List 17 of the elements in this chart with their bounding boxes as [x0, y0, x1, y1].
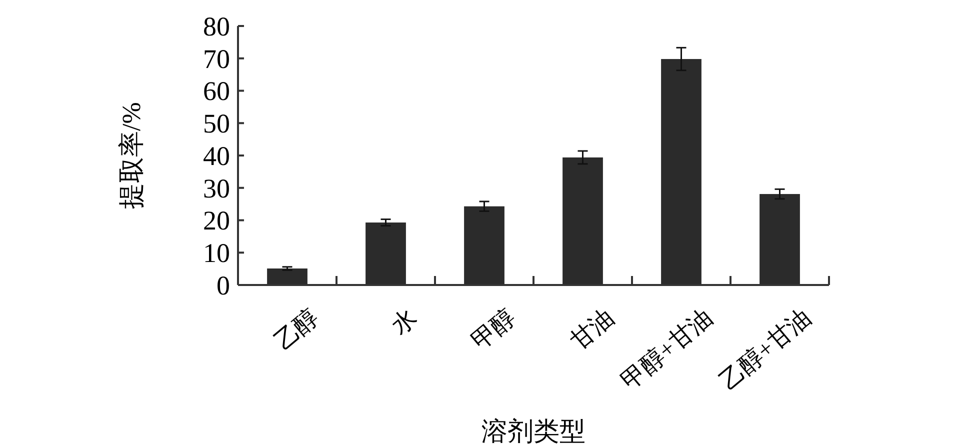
y-tick-label: 40 — [203, 140, 230, 171]
x-tick-label: 乙醇+甘油 — [715, 304, 816, 395]
y-tick-label: 60 — [203, 76, 230, 106]
y-tick-label: 70 — [203, 44, 230, 74]
x-tick-label: 甲醇+甘油 — [616, 304, 718, 395]
x-tick-label: 乙醇 — [270, 304, 324, 356]
y-tick-label: 0 — [216, 270, 230, 300]
y-tick-label: 80 — [203, 11, 230, 42]
x-axis-title: 溶剂类型 — [482, 417, 586, 446]
y-tick-label: 10 — [203, 238, 230, 268]
y-tick-label: 30 — [203, 173, 230, 204]
x-tick-label: 甘油 — [566, 304, 620, 356]
y-tick-label: 50 — [203, 108, 230, 139]
y-tick-label: 20 — [203, 206, 230, 236]
x-tick-label: 甲醇 — [466, 304, 521, 356]
x-tick-label: 水 — [387, 304, 422, 340]
y-axis-title: 提取率/% — [117, 102, 146, 209]
